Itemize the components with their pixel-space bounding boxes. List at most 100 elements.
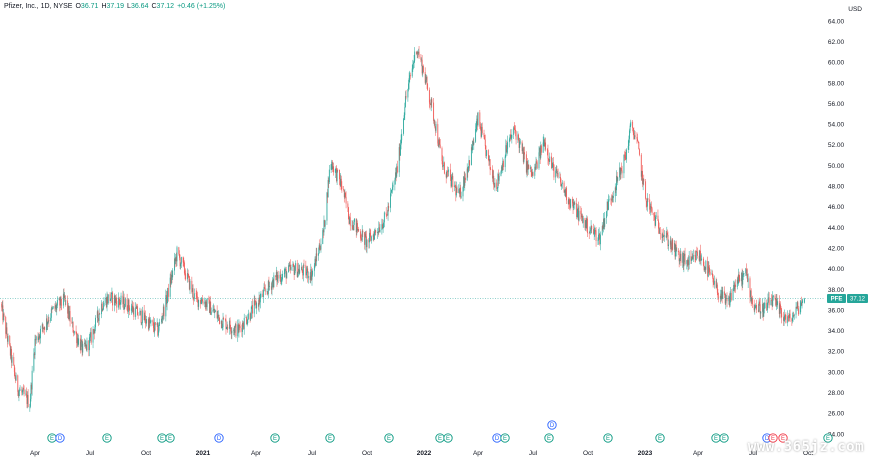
earnings-marker-icon — [165, 433, 175, 443]
candle-body — [568, 199, 570, 204]
candle-body — [99, 313, 101, 315]
symbol-title[interactable]: Pfizer, Inc., 1D, NYSE — [4, 3, 73, 10]
price-tick-label: 46.00 — [828, 204, 845, 211]
candle-body — [88, 337, 90, 351]
candle-body — [237, 324, 239, 337]
candle-body — [110, 292, 112, 300]
candle-body — [508, 139, 510, 142]
candle-body — [369, 232, 371, 236]
candle-body — [93, 329, 95, 331]
candle-body — [407, 89, 409, 98]
candle-body — [598, 234, 599, 241]
candle-body — [405, 96, 407, 98]
candle-body — [254, 300, 256, 302]
candle-body — [95, 317, 96, 328]
candle-body — [216, 310, 218, 319]
candle-body — [312, 270, 314, 275]
candle-body — [414, 51, 416, 61]
candle-body — [747, 278, 749, 282]
candle-body — [413, 60, 415, 64]
candle-body — [316, 253, 318, 256]
candle-body — [230, 331, 232, 334]
candle-body — [297, 271, 299, 278]
candle-body — [141, 310, 143, 324]
candle-body — [235, 324, 237, 337]
candle-body — [386, 214, 388, 216]
candle-body — [534, 166, 536, 176]
candle-body — [165, 295, 167, 317]
candle-body — [446, 170, 448, 172]
candle-body — [340, 178, 342, 186]
candle-body — [331, 161, 333, 165]
candle-body — [615, 187, 617, 191]
candle-body — [262, 293, 264, 298]
candle-body — [208, 298, 210, 301]
candle-body — [305, 265, 307, 276]
candle-body — [525, 154, 527, 173]
candle-body — [41, 324, 43, 329]
candle-body — [96, 311, 98, 318]
candle-body — [259, 297, 261, 303]
candle-body — [701, 258, 703, 261]
candle-body — [137, 306, 138, 315]
earnings-marker-icon — [823, 433, 833, 443]
candle-body — [746, 274, 748, 275]
candle-body — [395, 172, 396, 180]
candle-body — [390, 193, 391, 208]
candle-body — [25, 393, 27, 395]
candle-body — [421, 59, 423, 74]
watermark: www.365jz.com — [747, 439, 864, 455]
candle-body — [502, 161, 504, 168]
candle-body — [544, 142, 546, 147]
candle-body — [349, 217, 351, 226]
candle-body — [153, 328, 155, 332]
candle-body — [709, 271, 711, 275]
candle-body — [345, 196, 347, 204]
candle-body — [254, 300, 256, 302]
candle-body — [84, 342, 86, 344]
candle-body — [709, 267, 710, 272]
candle-body — [179, 253, 180, 258]
candle-body — [531, 172, 533, 176]
candle-body — [703, 265, 705, 271]
candle-body — [645, 198, 647, 202]
candle-body — [234, 326, 236, 333]
candle-body — [144, 315, 146, 321]
price-tick-label: 26.00 — [828, 411, 845, 418]
candle-body — [188, 276, 190, 277]
candle-body — [81, 340, 83, 353]
candle-body — [472, 140, 474, 145]
candle-body — [195, 293, 197, 294]
candle-body — [67, 300, 69, 314]
candle-body — [586, 218, 588, 234]
candle-body — [378, 227, 380, 232]
candle-body — [174, 258, 176, 262]
candle-body — [128, 299, 130, 308]
candle-body — [636, 137, 638, 139]
last-price-value: 37.12 — [850, 297, 866, 303]
candle-body — [292, 263, 294, 268]
candle-body — [588, 233, 590, 234]
candle-body — [684, 253, 685, 257]
candle-body — [223, 318, 225, 320]
candle-body — [595, 230, 597, 241]
earnings-marker-icon — [603, 433, 613, 443]
candle-body — [193, 297, 195, 299]
event-marker-label: E — [722, 436, 726, 442]
candle-body — [442, 165, 444, 168]
candle-body — [505, 145, 507, 157]
candle-body — [97, 311, 99, 319]
candle-body — [227, 327, 229, 329]
candle-body — [341, 186, 343, 189]
candle-body — [795, 306, 797, 315]
candle-body — [27, 394, 29, 407]
candle-body — [245, 317, 247, 319]
candle-body — [1, 305, 3, 308]
candle-body — [229, 320, 230, 329]
candle-body — [119, 302, 121, 305]
candle-body — [616, 175, 617, 191]
candle-body — [688, 260, 690, 265]
time-tick-label: Jul — [749, 450, 758, 457]
